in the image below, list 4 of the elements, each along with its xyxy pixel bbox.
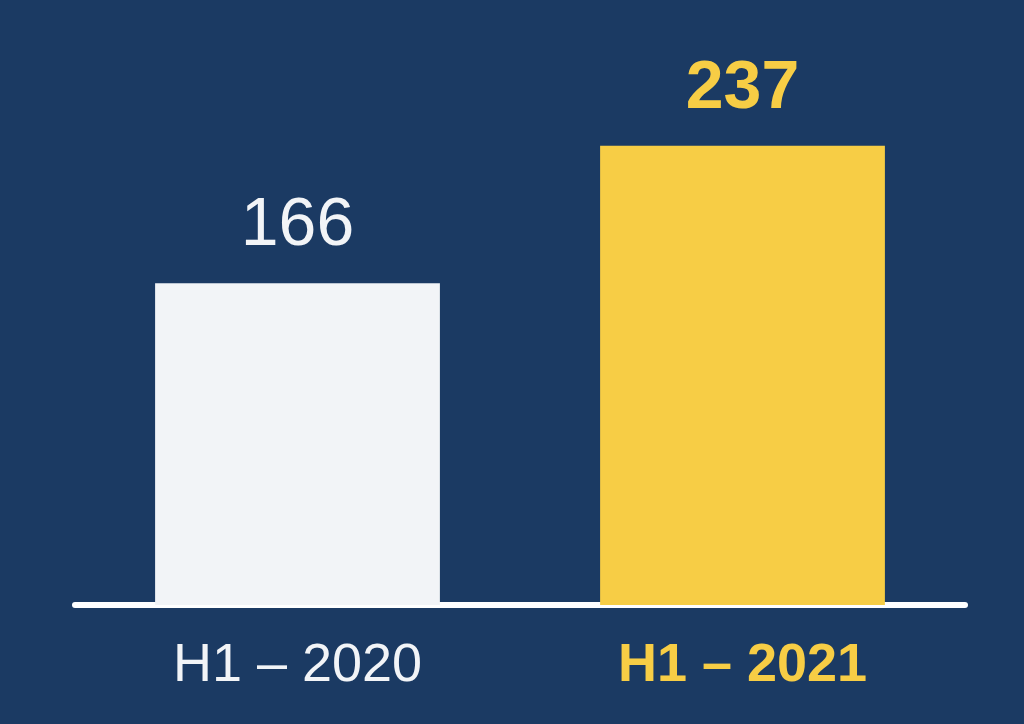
x-tick-label: H1 – 2021 <box>617 632 868 692</box>
x-tick-label: H1 – 2020 <box>172 632 423 692</box>
data-label: 166 <box>240 183 355 260</box>
data-label: 237 <box>685 45 800 122</box>
